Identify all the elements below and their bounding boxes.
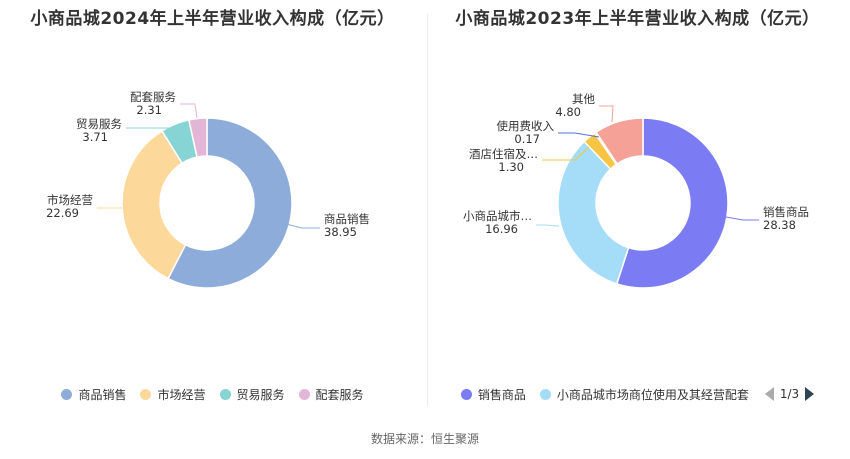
slice-name-label: 酒店住宿及…	[469, 147, 538, 161]
label-leader-line	[536, 224, 560, 227]
legend-pager: 1/3	[764, 387, 815, 401]
legend-label: 商品销售	[78, 387, 127, 402]
label-leader-line	[599, 105, 614, 123]
legend-item[interactable]: 商品销售	[61, 386, 126, 403]
slice-value-label: 16.96	[485, 222, 518, 236]
donut-slice-2[interactable]	[557, 140, 630, 285]
slice-value-label: 3.71	[82, 130, 108, 144]
next-page-icon[interactable]	[805, 387, 815, 401]
source-label: 数据来源：	[370, 432, 431, 446]
label-leader-line	[285, 223, 320, 229]
donut-slices	[121, 117, 293, 289]
legend-marker	[140, 388, 152, 400]
slice-value-label: 1.30	[498, 160, 524, 174]
donut-slice-1[interactable]	[167, 117, 293, 289]
slice-value-label: 4.80	[555, 105, 581, 119]
chart-title: 小商品城2024年上半年营业收入构成（亿元）	[30, 9, 395, 29]
legend-label: 贸易服务	[236, 387, 285, 402]
donut-slice-2[interactable]	[121, 129, 187, 280]
panel-divider	[427, 14, 428, 406]
donut-slices	[557, 117, 729, 289]
legend-marker	[539, 388, 551, 400]
legend-item[interactable]: 贸易服务	[219, 386, 285, 403]
legend-marker	[219, 388, 231, 400]
slice-value-label: 38.95	[324, 225, 357, 239]
legend-item[interactable]: 配套服务	[298, 386, 364, 403]
slice-name-label: 销售商品	[763, 205, 809, 219]
legend-item[interactable]: 市场经营	[140, 386, 206, 403]
chart-panel-2024: 小商品城2024年上半年营业收入构成（亿元） 商品销售 38.95 市场经营 22.6…	[0, 0, 425, 410]
data-source-note: 数据来源：恒生聚源	[0, 430, 850, 447]
legend-item[interactable]: 小商品城市场商位使用及其经营配套	[539, 386, 749, 403]
legend-page-indicator: 1/3	[779, 387, 800, 401]
chart-title: 小商品城2023年上半年营业收入构成（亿元）	[455, 9, 820, 29]
label-leader-line	[542, 146, 590, 161]
legend-marker	[460, 388, 472, 400]
legend-label: 小商品城市场商位使用及其经营配套	[556, 387, 749, 402]
slice-name-label: 配套服务	[130, 90, 176, 104]
legend-item[interactable]: 销售商品	[460, 386, 526, 403]
label-leader-line	[180, 103, 198, 119]
slice-name-label: 市场经营	[47, 193, 93, 207]
chart-legend: 销售商品 小商品城市场商位使用及其经营配套 1/3	[425, 384, 850, 404]
donut-slice-5[interactable]	[595, 117, 644, 165]
prev-page-icon[interactable]	[764, 387, 774, 401]
donut-slice-1[interactable]	[615, 117, 729, 289]
legend-label: 销售商品	[477, 387, 526, 402]
legend-marker	[298, 388, 310, 400]
chart-legend: 商品销售 市场经营 贸易服务 配套服务	[0, 384, 425, 404]
slice-name-label: 贸易服务	[76, 117, 122, 131]
slice-value-label: 28.38	[763, 218, 796, 232]
slice-name-label: 小商品城市…	[463, 209, 532, 223]
donut-slice-4[interactable]	[188, 117, 208, 158]
legend-marker	[61, 388, 73, 400]
slice-name-label: 使用费收入	[497, 119, 555, 133]
slice-name-label: 商品销售	[324, 212, 370, 226]
slice-value-label: 2.31	[136, 103, 162, 117]
slice-value-label: 0.17	[514, 132, 540, 146]
slice-name-label: 其他	[572, 92, 595, 106]
slice-value-label: 22.69	[46, 206, 79, 220]
source-value: 恒生聚源	[431, 432, 480, 446]
chart-panel-2023: 小商品城2023年上半年营业收入构成（亿元） 销售商品 28.38 小商品城市… 16…	[425, 0, 850, 410]
label-leader-line	[725, 216, 759, 221]
legend-label: 配套服务	[315, 387, 364, 402]
legend-label: 市场经营	[157, 387, 206, 402]
label-leader-line	[558, 132, 600, 138]
